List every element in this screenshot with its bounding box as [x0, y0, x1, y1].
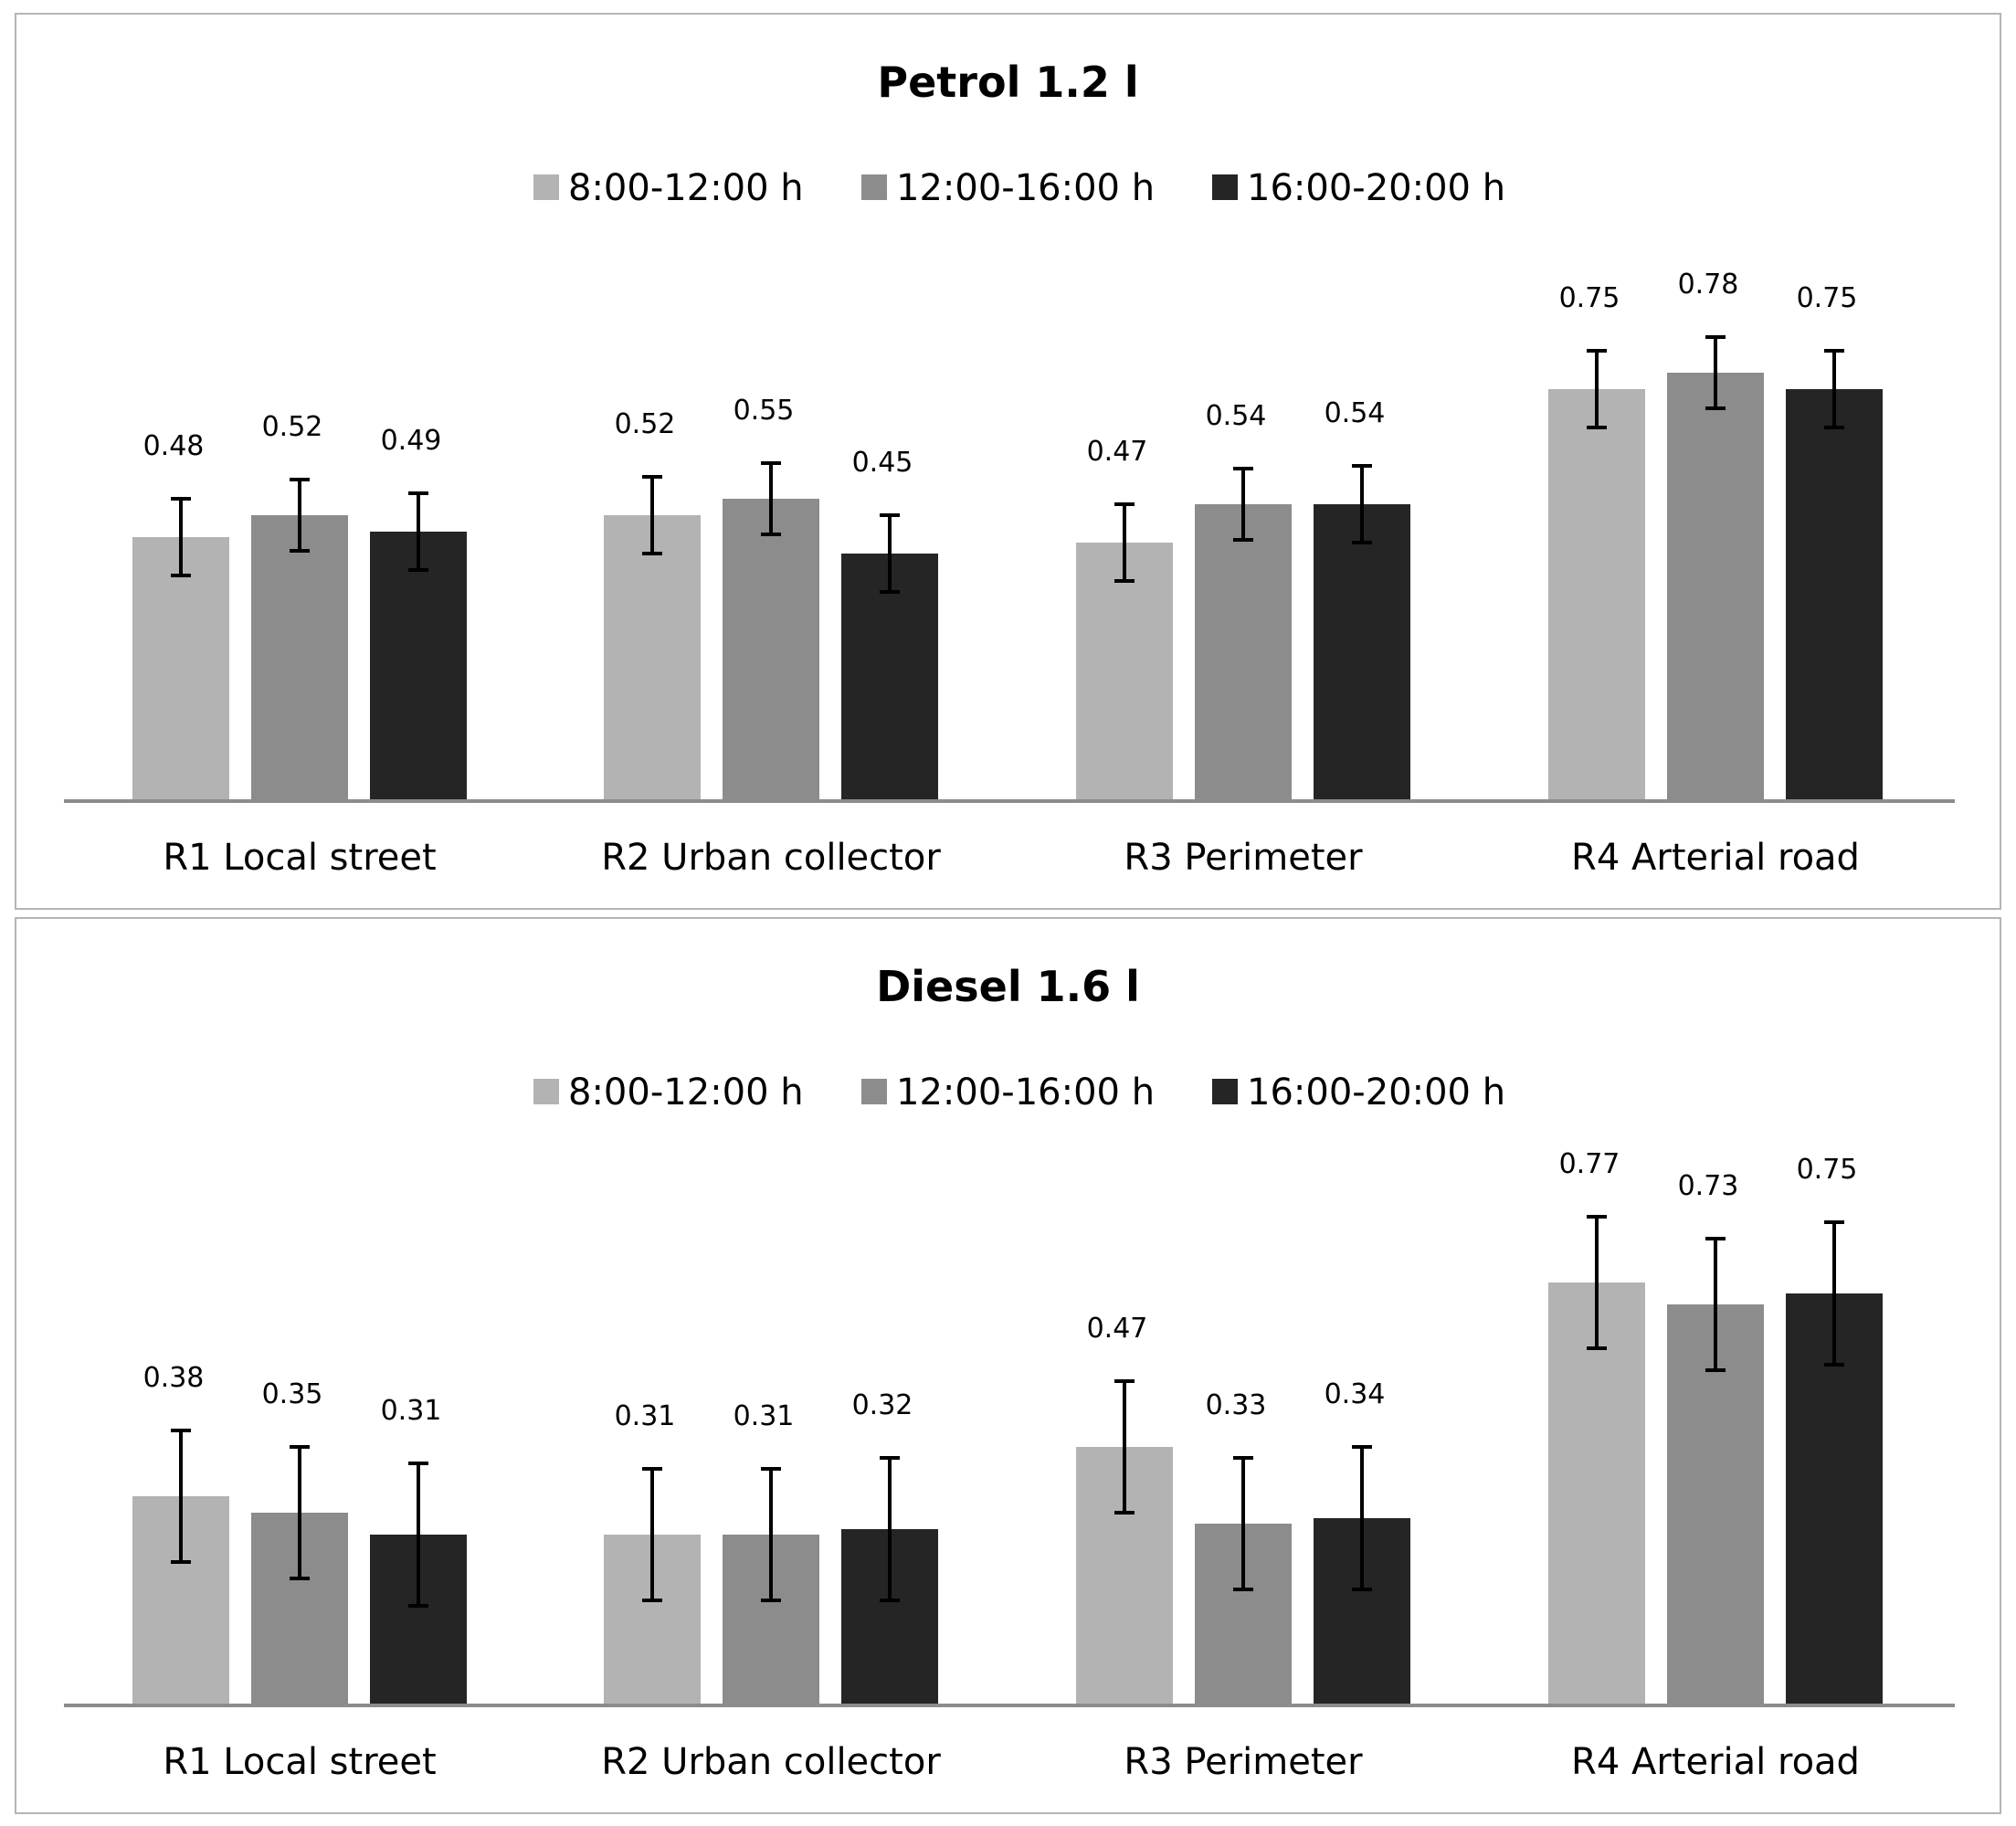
data-label: 0.45 — [852, 447, 913, 479]
data-label: 0.32 — [852, 1389, 913, 1421]
legend-swatch — [861, 174, 887, 200]
data-label: 0.54 — [1325, 397, 1386, 429]
category-label: R4 Arterial road — [1571, 1741, 1860, 1783]
bar — [1076, 543, 1173, 800]
legend-label: 8:00-12:00 h — [568, 167, 804, 209]
error-bar — [408, 1462, 428, 1608]
data-label: 0.52 — [615, 408, 676, 440]
category-label: R3 Perimeter — [1124, 1741, 1363, 1783]
bar — [1195, 504, 1292, 800]
data-label: 0.35 — [262, 1378, 323, 1410]
error-bar — [1352, 1445, 1372, 1591]
bar — [1667, 373, 1764, 800]
data-label: 0.55 — [734, 395, 795, 427]
error-bar — [1587, 1215, 1607, 1350]
error-bar — [290, 478, 310, 553]
error-bar — [171, 497, 191, 577]
error-bar — [1824, 1220, 1844, 1367]
legend-label: 16:00-20:00 h — [1247, 1071, 1505, 1114]
category-label: R1 Local street — [163, 837, 436, 879]
category-label: R2 Urban collector — [601, 1741, 941, 1783]
category-label: R3 Perimeter — [1124, 837, 1363, 879]
error-bar — [1705, 1237, 1726, 1372]
chart-title: Petrol 1.2 l — [877, 58, 1138, 107]
data-label: 0.52 — [262, 411, 323, 443]
bar — [1548, 1282, 1645, 1705]
bar — [841, 554, 938, 800]
data-label: 0.47 — [1087, 1313, 1148, 1345]
bar — [1548, 389, 1645, 800]
bar — [1314, 504, 1410, 800]
error-bar — [1233, 467, 1253, 542]
error-bar — [880, 513, 900, 594]
chart-panel-diesel: Diesel 1.6 l 8:00-12:00 h 12:00-16:00 h 16:… — [15, 917, 2001, 1814]
chart-svg-diesel: Diesel 1.6 l 8:00-12:00 h 12:00-16:00 h 16:… — [64, 962, 1955, 1783]
data-label: 0.33 — [1206, 1389, 1267, 1421]
data-label: 0.48 — [143, 430, 205, 462]
error-bar — [1587, 349, 1607, 429]
legend-label: 16:00-20:00 h — [1247, 167, 1505, 209]
error-bar — [1824, 349, 1844, 429]
error-bar — [1233, 1456, 1253, 1591]
error-bar — [1352, 464, 1372, 544]
bar — [604, 515, 701, 800]
error-bar — [171, 1429, 191, 1564]
data-label: 0.75 — [1797, 282, 1858, 314]
chart-svg-petrol: Petrol 1.2 l 8:00-12:00 h 12:00-16:00 h 16:… — [64, 58, 1955, 879]
bar — [251, 515, 348, 800]
data-label: 0.54 — [1206, 400, 1267, 432]
legend-swatch — [533, 174, 559, 200]
data-label: 0.73 — [1678, 1170, 1739, 1202]
error-bar — [642, 1467, 662, 1602]
error-bar — [408, 491, 428, 572]
error-bar — [290, 1445, 310, 1580]
chart-title: Diesel 1.6 l — [876, 962, 1140, 1011]
category-label: R1 Local street — [163, 1741, 436, 1783]
bar — [370, 532, 467, 800]
error-bar — [1114, 502, 1135, 583]
data-label: 0.77 — [1559, 1148, 1620, 1180]
data-label: 0.38 — [143, 1362, 205, 1394]
data-label: 0.34 — [1325, 1378, 1386, 1410]
data-label: 0.49 — [381, 425, 442, 457]
category-label: R4 Arterial road — [1571, 837, 1860, 879]
bar — [723, 499, 819, 800]
error-bar — [761, 1467, 781, 1602]
data-label: 0.31 — [381, 1395, 442, 1427]
legend-label: 12:00-16:00 h — [896, 167, 1155, 209]
error-bar — [642, 475, 662, 555]
legend-swatch — [1212, 174, 1238, 200]
error-bar — [1705, 335, 1726, 410]
data-label: 0.75 — [1797, 1154, 1858, 1186]
error-bar — [761, 461, 781, 536]
legend-swatch — [1212, 1079, 1238, 1104]
data-label: 0.31 — [734, 1400, 795, 1432]
data-label: 0.78 — [1678, 269, 1739, 301]
data-label: 0.31 — [615, 1400, 676, 1432]
error-bar — [880, 1456, 900, 1602]
legend-swatch — [861, 1079, 887, 1104]
chart-panel-petrol: Petrol 1.2 l 8:00-12:00 h 12:00-16:00 h 16:… — [15, 13, 2001, 910]
legend-swatch — [533, 1079, 559, 1104]
legend-label: 8:00-12:00 h — [568, 1071, 804, 1114]
category-label: R2 Urban collector — [601, 837, 941, 879]
bar — [132, 537, 229, 800]
bar — [1786, 389, 1883, 800]
data-label: 0.75 — [1559, 282, 1620, 314]
data-label: 0.47 — [1087, 436, 1148, 468]
error-bar — [1114, 1379, 1135, 1515]
legend-label: 12:00-16:00 h — [896, 1071, 1155, 1114]
